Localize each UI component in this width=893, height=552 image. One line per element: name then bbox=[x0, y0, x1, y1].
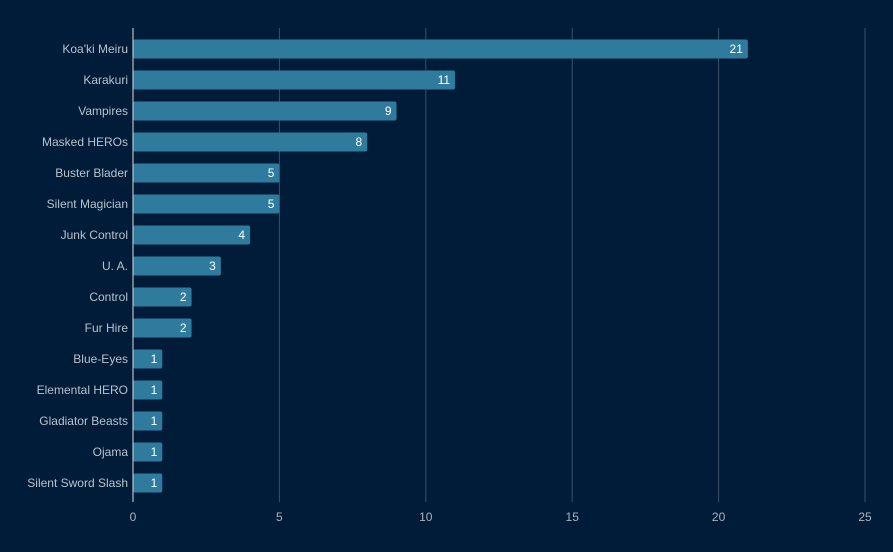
bar bbox=[133, 442, 163, 462]
bar bbox=[133, 194, 280, 214]
x-axis-ticks: 0 5 10 15 20 25 bbox=[130, 510, 872, 524]
x-tick-label: 5 bbox=[276, 510, 283, 524]
data-label: 5 bbox=[268, 166, 275, 180]
data-label: 11 bbox=[438, 73, 451, 87]
data-label: 8 bbox=[356, 135, 363, 149]
bar bbox=[133, 132, 368, 152]
bar bbox=[133, 473, 163, 493]
bar bbox=[133, 256, 221, 276]
grid-lines bbox=[278, 28, 866, 502]
category-label: Karakuri bbox=[83, 73, 128, 87]
data-label: 2 bbox=[180, 290, 187, 304]
category-label: Blue-Eyes bbox=[73, 352, 128, 366]
category-label: Vampires bbox=[78, 104, 128, 118]
category-label: Silent Sword Slash bbox=[27, 476, 128, 490]
bar bbox=[133, 349, 163, 369]
data-label: 5 bbox=[268, 197, 275, 211]
category-label: Buster Blader bbox=[55, 166, 128, 180]
data-label: 1 bbox=[151, 352, 158, 366]
bar bbox=[133, 411, 163, 431]
category-label: Koa'ki Meiru bbox=[62, 42, 128, 56]
category-label: Masked HEROs bbox=[42, 135, 128, 149]
data-label: 2 bbox=[180, 321, 187, 335]
category-label: Gladiator Beasts bbox=[39, 414, 128, 428]
data-label: 9 bbox=[385, 104, 392, 118]
x-tick-label: 10 bbox=[419, 510, 433, 524]
x-tick-label: 20 bbox=[712, 510, 726, 524]
bar bbox=[133, 70, 456, 90]
category-label: Control bbox=[89, 290, 128, 304]
category-labels: Koa'ki Meiru Karakuri Vampires Masked HEROs… bbox=[27, 42, 128, 490]
data-label: 3 bbox=[209, 259, 216, 273]
data-label: 4 bbox=[238, 228, 245, 242]
category-label: Ojama bbox=[93, 445, 129, 459]
bar bbox=[133, 380, 163, 400]
x-tick-label: 25 bbox=[858, 510, 872, 524]
category-label: Junk Control bbox=[61, 228, 128, 242]
data-label: 1 bbox=[151, 383, 158, 397]
x-tick-label: 15 bbox=[566, 510, 580, 524]
data-label: 21 bbox=[730, 42, 744, 56]
bar bbox=[133, 287, 192, 307]
bar bbox=[133, 39, 748, 59]
data-label: 1 bbox=[151, 414, 158, 428]
category-label: U. A. bbox=[102, 259, 128, 273]
category-label: Fur Hire bbox=[85, 321, 129, 335]
bar bbox=[133, 101, 397, 121]
bar bbox=[133, 318, 192, 338]
x-tick-label: 0 bbox=[130, 510, 137, 524]
category-label: Silent Magician bbox=[47, 197, 128, 211]
bar bbox=[133, 163, 280, 183]
data-label: 1 bbox=[151, 476, 158, 490]
data-label: 1 bbox=[151, 445, 158, 459]
bar bbox=[133, 225, 251, 245]
category-label: Elemental HERO bbox=[37, 383, 128, 397]
